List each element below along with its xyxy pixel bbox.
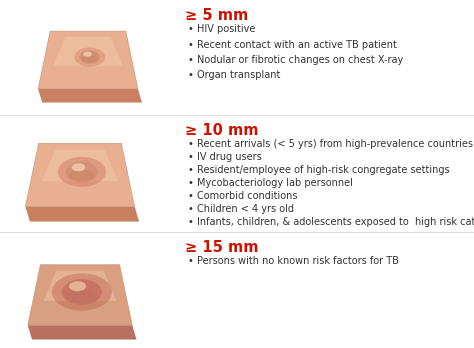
Text: • Comorbid conditions: • Comorbid conditions (188, 191, 298, 201)
Polygon shape (38, 89, 142, 103)
Text: • Recent contact with an active TB patient: • Recent contact with an active TB patie… (188, 40, 397, 49)
Ellipse shape (66, 161, 98, 182)
Ellipse shape (80, 50, 100, 64)
Polygon shape (26, 143, 135, 207)
Polygon shape (28, 265, 132, 325)
Text: • HIV positive: • HIV positive (188, 24, 255, 34)
Polygon shape (28, 325, 137, 340)
Ellipse shape (58, 157, 106, 187)
Polygon shape (26, 207, 139, 222)
Ellipse shape (62, 279, 102, 305)
Text: ≥ 15 mm: ≥ 15 mm (185, 240, 258, 255)
Text: • Infants, children, & adolescents exposed to  high risk categories: • Infants, children, & adolescents expos… (188, 217, 474, 227)
Polygon shape (44, 271, 117, 301)
Polygon shape (42, 150, 118, 181)
Ellipse shape (83, 52, 92, 57)
Text: ≥ 10 mm: ≥ 10 mm (185, 123, 258, 138)
Ellipse shape (74, 48, 105, 67)
Text: • Nodular or fibrotic changes on chest X-ray: • Nodular or fibrotic changes on chest X… (188, 55, 403, 65)
Text: • Children < 4 yrs old: • Children < 4 yrs old (188, 204, 294, 214)
Text: • Persons with no known risk factors for TB: • Persons with no known risk factors for… (188, 256, 399, 266)
Polygon shape (38, 31, 138, 89)
Ellipse shape (72, 163, 85, 171)
Ellipse shape (82, 56, 98, 63)
Ellipse shape (69, 169, 95, 181)
Text: • IV drug users: • IV drug users (188, 152, 262, 162)
Ellipse shape (66, 289, 98, 303)
Ellipse shape (69, 281, 86, 291)
Polygon shape (53, 37, 123, 66)
Text: ≥ 5 mm: ≥ 5 mm (185, 8, 248, 23)
Ellipse shape (52, 274, 112, 310)
Text: • Resident/employee of high-risk congregate settings: • Resident/employee of high-risk congreg… (188, 165, 450, 175)
Text: • Recent arrivals (< 5 yrs) from high-prevalence countries: • Recent arrivals (< 5 yrs) from high-pr… (188, 139, 473, 149)
Text: • Organ transplant: • Organ transplant (188, 71, 281, 80)
Text: • Mycobacteriology lab personnel: • Mycobacteriology lab personnel (188, 178, 353, 188)
